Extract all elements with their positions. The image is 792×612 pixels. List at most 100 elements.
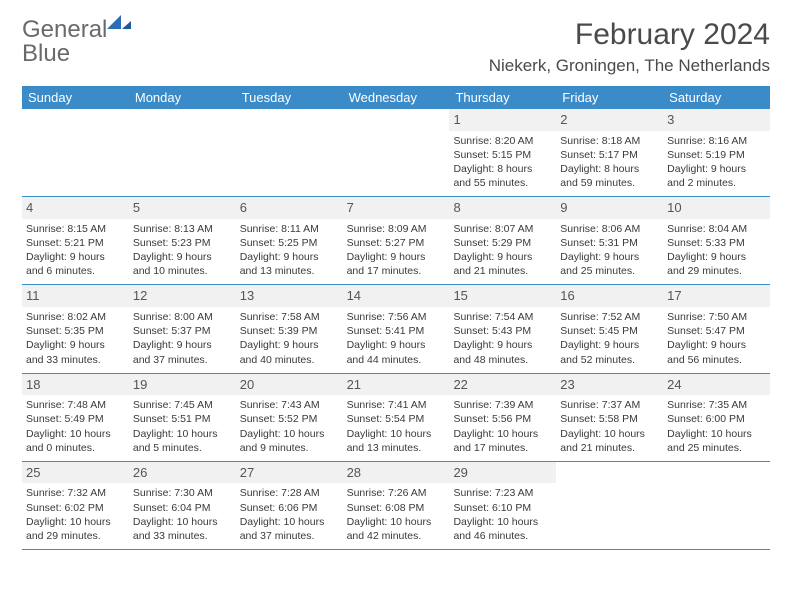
sunrise-line: Sunrise: 8:15 AM: [26, 222, 125, 236]
day-number: 18: [22, 374, 129, 396]
page-header: General Blue February 2024 Niekerk, Gron…: [22, 18, 770, 76]
sunset-line: Sunset: 5:25 PM: [240, 236, 339, 250]
sunrise-line: Sunrise: 7:45 AM: [133, 398, 232, 412]
daylight-line: Daylight: 9 hours and 2 minutes.: [667, 162, 766, 190]
weekday-header: Thursday: [449, 86, 556, 109]
day-cell: 11Sunrise: 8:02 AMSunset: 5:35 PMDayligh…: [22, 285, 129, 372]
day-number: 27: [236, 462, 343, 484]
sunrise-line: Sunrise: 8:13 AM: [133, 222, 232, 236]
sunset-line: Sunset: 5:19 PM: [667, 148, 766, 162]
empty-cell: [556, 462, 663, 549]
sunset-line: Sunset: 5:23 PM: [133, 236, 232, 250]
day-cell: 12Sunrise: 8:00 AMSunset: 5:37 PMDayligh…: [129, 285, 236, 372]
day-number: 1: [449, 109, 556, 131]
day-cell: 2Sunrise: 8:18 AMSunset: 5:17 PMDaylight…: [556, 109, 663, 196]
day-number: 19: [129, 374, 236, 396]
daylight-line: Daylight: 9 hours and 48 minutes.: [453, 338, 552, 366]
weekday-header: Friday: [556, 86, 663, 109]
sunrise-line: Sunrise: 8:09 AM: [347, 222, 446, 236]
weekday-header: Saturday: [663, 86, 770, 109]
week-row: 1 Sunrise: 8:20 AMSunset: 5:15 PM Daylight…: [22, 109, 770, 197]
sunset-line: Sunset: 5:41 PM: [347, 324, 446, 338]
week-row: 4Sunrise: 8:15 AMSunset: 5:21 PMDaylight…: [22, 197, 770, 285]
day-cell: 29Sunrise: 7:23 AMSunset: 6:10 PMDayligh…: [449, 462, 556, 549]
sunset-line: Sunset: 5:45 PM: [560, 324, 659, 338]
day-cell: 1Sunrise: 8:20 AMSunset: 5:15 PMDaylight…: [449, 109, 556, 196]
day-number: 21: [343, 374, 450, 396]
day-cell: 26Sunrise: 7:30 AMSunset: 6:04 PMDayligh…: [129, 462, 236, 549]
daylight-line: Daylight: 9 hours and 52 minutes.: [560, 338, 659, 366]
day-cell: 19Sunrise: 7:45 AMSunset: 5:51 PMDayligh…: [129, 374, 236, 461]
day-cell: 5Sunrise: 8:13 AMSunset: 5:23 PMDaylight…: [129, 197, 236, 284]
sunrise-line: Sunrise: 8:20 AM: [453, 134, 552, 148]
logo-text: General Blue: [22, 18, 131, 66]
day-cell: 6Sunrise: 8:11 AMSunset: 5:25 PMDaylight…: [236, 197, 343, 284]
day-number: 28: [343, 462, 450, 484]
sunset-line: Sunset: 5:39 PM: [240, 324, 339, 338]
daylight-line: Daylight: 9 hours and 25 minutes.: [560, 250, 659, 278]
daylight-line: Daylight: 9 hours and 6 minutes.: [26, 250, 125, 278]
daylight-line: Daylight: 10 hours and 17 minutes.: [453, 427, 552, 455]
daylight-line: Daylight: 10 hours and 42 minutes.: [347, 515, 446, 543]
daylight-line: Daylight: 9 hours and 56 minutes.: [667, 338, 766, 366]
day-cell: 13Sunrise: 7:58 AMSunset: 5:39 PMDayligh…: [236, 285, 343, 372]
sunset-line: Sunset: 5:17 PM: [560, 148, 659, 162]
sunrise-line: Sunrise: 7:52 AM: [560, 310, 659, 324]
sunset-line: Sunset: 6:02 PM: [26, 501, 125, 515]
daylight-line: Daylight: 9 hours and 21 minutes.: [453, 250, 552, 278]
day-cell: 28Sunrise: 7:26 AMSunset: 6:08 PMDayligh…: [343, 462, 450, 549]
daylight-line: Daylight: 10 hours and 46 minutes.: [453, 515, 552, 543]
sunrise-line: Sunrise: 7:56 AM: [347, 310, 446, 324]
month-title: February 2024: [489, 18, 770, 52]
sunrise-line: Sunrise: 7:32 AM: [26, 486, 125, 500]
day-number: 10: [663, 197, 770, 219]
day-cell: 18Sunrise: 7:48 AMSunset: 5:49 PMDayligh…: [22, 374, 129, 461]
sunrise-line: Sunrise: 7:28 AM: [240, 486, 339, 500]
daylight-line: Daylight: 10 hours and 33 minutes.: [133, 515, 232, 543]
day-number: 6: [236, 197, 343, 219]
day-cell: 27Sunrise: 7:28 AMSunset: 6:06 PMDayligh…: [236, 462, 343, 549]
day-number: 12: [129, 285, 236, 307]
weekday-header: Monday: [129, 86, 236, 109]
day-cell: 8Sunrise: 8:07 AMSunset: 5:29 PMDaylight…: [449, 197, 556, 284]
sunrise-line: Sunrise: 7:30 AM: [133, 486, 232, 500]
sunset-line: Sunset: 5:35 PM: [26, 324, 125, 338]
day-number: 13: [236, 285, 343, 307]
sunset-line: Sunset: 5:27 PM: [347, 236, 446, 250]
empty-cell: [663, 462, 770, 549]
daylight-line: Daylight: 10 hours and 21 minutes.: [560, 427, 659, 455]
daylight-line: Daylight: 10 hours and 13 minutes.: [347, 427, 446, 455]
weekday-header: Sunday: [22, 86, 129, 109]
daylight-line: Daylight: 9 hours and 40 minutes.: [240, 338, 339, 366]
day-cell: 25Sunrise: 7:32 AMSunset: 6:02 PMDayligh…: [22, 462, 129, 549]
day-number: 25: [22, 462, 129, 484]
day-number: 9: [556, 197, 663, 219]
day-number: 11: [22, 285, 129, 307]
day-cell: 9Sunrise: 8:06 AMSunset: 5:31 PMDaylight…: [556, 197, 663, 284]
day-number: 22: [449, 374, 556, 396]
sunrise-line: Sunrise: 7:39 AM: [453, 398, 552, 412]
day-number: 14: [343, 285, 450, 307]
sunset-line: Sunset: 5:33 PM: [667, 236, 766, 250]
week-row: 11Sunrise: 8:02 AMSunset: 5:35 PMDayligh…: [22, 285, 770, 373]
logo-sail-icon: [107, 15, 131, 33]
daylight-line: Daylight: 9 hours and 17 minutes.: [347, 250, 446, 278]
weekday-header-row: Sunday Monday Tuesday Wednesday Thursday…: [22, 86, 770, 109]
sunset-line: Sunset: 5:15 PM: [453, 148, 552, 162]
empty-cell: [343, 109, 450, 196]
day-number: 8: [449, 197, 556, 219]
sunrise-line: Sunrise: 7:35 AM: [667, 398, 766, 412]
sunrise-line: Sunrise: 8:00 AM: [133, 310, 232, 324]
sunset-line: Sunset: 6:00 PM: [667, 412, 766, 426]
sunset-line: Sunset: 5:31 PM: [560, 236, 659, 250]
sunrise-line: Sunrise: 7:41 AM: [347, 398, 446, 412]
daylight-line: Daylight: 9 hours and 13 minutes.: [240, 250, 339, 278]
empty-cell: [129, 109, 236, 196]
sunset-line: Sunset: 6:10 PM: [453, 501, 552, 515]
day-number: 29: [449, 462, 556, 484]
day-number: 2: [556, 109, 663, 131]
sunset-line: Sunset: 5:54 PM: [347, 412, 446, 426]
sunset-line: Sunset: 5:51 PM: [133, 412, 232, 426]
day-cell: 10Sunrise: 8:04 AMSunset: 5:33 PMDayligh…: [663, 197, 770, 284]
week-row: 25 Sunrise: 7:32 AMSunset: 6:02 PM Dayligh…: [22, 462, 770, 550]
